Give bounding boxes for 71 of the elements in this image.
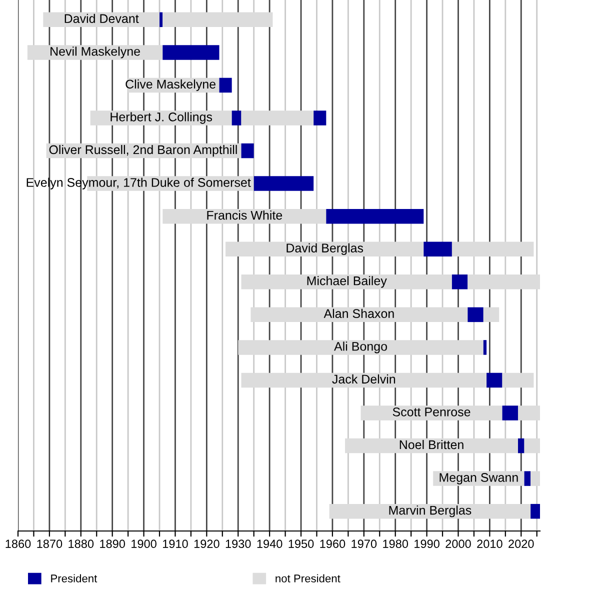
x-tick-label: 1860 bbox=[6, 540, 31, 548]
y-tick-label: David Devant bbox=[64, 14, 139, 24]
x-tick-label: 1890 bbox=[100, 540, 126, 548]
bar bbox=[345, 438, 518, 454]
bar bbox=[424, 242, 452, 256]
y-tick-label: Alan Shaxon bbox=[324, 308, 394, 318]
y-tick-label: Megan Swann bbox=[440, 473, 518, 484]
x-tick-label: 1950 bbox=[288, 540, 314, 548]
bar bbox=[90, 110, 232, 126]
bar bbox=[486, 372, 502, 388]
bar bbox=[524, 438, 540, 454]
bar bbox=[483, 307, 500, 322]
x-tick-label: 1970 bbox=[352, 540, 377, 548]
bar bbox=[530, 471, 540, 486]
x-tick-label: 1990 bbox=[414, 540, 440, 548]
bar bbox=[162, 45, 220, 60]
bar bbox=[502, 406, 518, 420]
y-tick-label: Marvin Berglas bbox=[389, 506, 472, 518]
bar bbox=[452, 274, 468, 290]
bar bbox=[162, 12, 273, 28]
x-tick-label: 1870 bbox=[37, 540, 62, 548]
bar bbox=[241, 274, 452, 290]
bar bbox=[314, 110, 326, 126]
bar bbox=[502, 372, 534, 388]
bar bbox=[232, 110, 242, 126]
y-tick-label: Clive Maskelyne bbox=[126, 79, 216, 92]
bar bbox=[530, 504, 540, 519]
y-tick-label: Scott Penrose bbox=[392, 408, 470, 416]
bar bbox=[452, 242, 534, 256]
y-tick-label: Nevil Maskelyne bbox=[50, 46, 140, 58]
bar bbox=[160, 12, 163, 28]
x-tick-label: 2010 bbox=[477, 540, 502, 548]
x-tick-label: 1960 bbox=[320, 540, 346, 548]
x-tick-label: 1980 bbox=[383, 540, 408, 548]
bar bbox=[241, 143, 254, 158]
y-tick-label: Noel Britten bbox=[400, 440, 464, 450]
x-tick-label: 1920 bbox=[194, 540, 220, 548]
y-tick-label: Michael Bailey bbox=[307, 276, 387, 288]
x-tick-label: 2020 bbox=[508, 540, 534, 548]
bar bbox=[524, 471, 531, 486]
y-tick-label: David Berglas bbox=[286, 243, 364, 255]
x-tick-label: 1900 bbox=[132, 540, 156, 548]
x-tick-label: 1930 bbox=[226, 540, 251, 548]
bar bbox=[226, 242, 424, 256]
bar bbox=[518, 438, 524, 454]
bar bbox=[326, 208, 424, 224]
y-tick-label: Francis White bbox=[207, 210, 282, 220]
bar bbox=[518, 406, 540, 420]
y-tick-label: Ali Bongo bbox=[334, 342, 387, 354]
y-tick-label: Herbert J. Collings bbox=[110, 112, 212, 124]
bar bbox=[468, 307, 484, 322]
bar bbox=[360, 406, 502, 420]
bar bbox=[241, 372, 487, 388]
bar bbox=[483, 340, 487, 355]
bar bbox=[241, 110, 314, 126]
bar bbox=[238, 340, 484, 355]
bar bbox=[329, 504, 531, 519]
x-tick-label: 2000 bbox=[446, 540, 471, 548]
bar bbox=[250, 307, 468, 322]
x-tick-label: 1910 bbox=[163, 540, 188, 548]
bar bbox=[162, 208, 326, 224]
bar bbox=[254, 176, 314, 191]
bar bbox=[468, 274, 540, 290]
y-tick-label: Oliver Russell, 2nd Baron Ampthill bbox=[49, 144, 237, 157]
x-tick-label: 1880 bbox=[68, 540, 94, 548]
x-tick-label: 1940 bbox=[257, 540, 282, 548]
bar bbox=[27, 45, 163, 60]
bar bbox=[219, 78, 232, 93]
legend-label: not President bbox=[276, 574, 340, 582]
y-tick-label: Jack Delvin bbox=[332, 374, 396, 384]
legend-label: President bbox=[51, 574, 98, 582]
